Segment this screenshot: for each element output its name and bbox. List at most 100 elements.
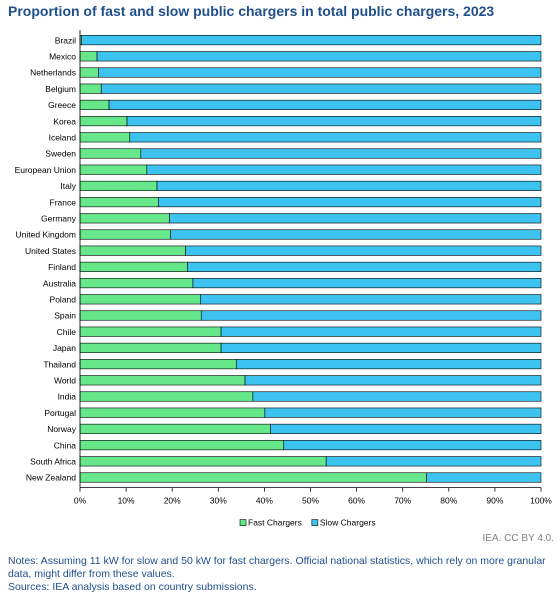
bar-slow <box>169 213 542 224</box>
legend-swatch-fast <box>239 519 247 526</box>
bar-slow <box>325 456 542 467</box>
bar-slow <box>185 245 542 256</box>
bar-slow <box>200 294 542 305</box>
notes-text: Notes: Assuming 11 kW for slow and 50 kW… <box>8 555 546 580</box>
bar-fast <box>79 359 237 370</box>
notes-block: Notes: Assuming 11 kW for slow and 50 kW… <box>8 555 556 594</box>
bar-slow <box>426 472 542 483</box>
bar-slow <box>126 116 542 127</box>
bar-fast <box>79 407 266 418</box>
bar-slow <box>140 148 542 159</box>
x-tick-label: 90% <box>486 496 503 506</box>
x-tick-label: 70% <box>394 496 411 506</box>
x-tick-label: 40% <box>256 496 273 506</box>
category-label: Finland <box>48 262 76 272</box>
category-label: Korea <box>53 116 76 126</box>
bar-slow <box>283 440 542 451</box>
bar-fast <box>79 197 159 208</box>
x-tick-label: 50% <box>302 496 319 506</box>
x-axis: 0% 10% 20% 30% 40% 50% 60% 70% 80% 90% 100% <box>74 30 552 506</box>
bar-slow <box>108 99 542 110</box>
category-label: India <box>58 392 77 402</box>
x-tick-label: 20% <box>164 496 181 506</box>
bar-fast <box>79 67 99 78</box>
legend-label-slow: Slow Chargers <box>320 518 376 528</box>
bar-slow <box>158 197 542 208</box>
x-tick-label: 60% <box>348 496 365 506</box>
bar-fast <box>79 148 142 159</box>
category-label: Japan <box>53 343 76 353</box>
legend-swatch-slow <box>311 519 319 526</box>
category-label: China <box>54 440 76 450</box>
sources-text: Sources: IEA analysis based on country s… <box>8 581 257 593</box>
bar-slow <box>270 423 542 434</box>
category-label: Sweden <box>45 149 76 159</box>
bar-slow <box>220 326 542 337</box>
bar-fast <box>79 180 158 191</box>
bar-fast <box>79 51 98 62</box>
bar-fast <box>79 229 171 240</box>
category-label: Netherlands <box>30 68 76 78</box>
x-tick-label: 0% <box>74 496 87 506</box>
category-label: South Africa <box>30 457 76 467</box>
category-label: France <box>50 197 77 207</box>
category-label: Thailand <box>43 359 76 369</box>
bar-slow <box>100 83 542 94</box>
bar-slow <box>146 164 542 175</box>
category-label: Portugal <box>44 408 76 418</box>
category-label: Italy <box>60 181 76 191</box>
category-label: Iceland <box>49 133 77 143</box>
category-labels: Brazil Mexico Netherlands Belgium Greece Kore… <box>15 35 77 482</box>
category-label: Norway <box>47 424 77 434</box>
x-tick-label: 100% <box>530 496 552 506</box>
bar-slow <box>244 375 542 386</box>
category-label: World <box>54 376 76 386</box>
stacked-bar-chart: Brazil Mexico Netherlands Belgium Greece Kore… <box>15 30 552 528</box>
bar-fast <box>79 456 327 467</box>
bar-slow <box>252 391 542 402</box>
bar-fast <box>79 375 246 386</box>
category-label: Brazil <box>55 35 76 45</box>
bar-fast <box>79 116 128 127</box>
bar-slow <box>220 342 542 353</box>
bar-slow <box>96 51 542 62</box>
category-label: Greece <box>48 100 76 110</box>
bar-fast <box>79 164 148 175</box>
category-label: Germany <box>41 214 77 224</box>
category-label: European Union <box>15 165 77 175</box>
bar-slow <box>235 359 542 370</box>
bar-fast <box>79 99 110 110</box>
category-label: Spain <box>54 311 76 321</box>
bar-slow <box>81 35 542 46</box>
bar-slow <box>264 407 542 418</box>
legend-label-fast: Fast Chargers <box>248 518 302 528</box>
category-label: Belgium <box>45 84 76 94</box>
bar-fast <box>79 310 202 321</box>
bar-slow <box>187 261 542 272</box>
bar-fast <box>79 261 188 272</box>
category-label: New Zealand <box>26 473 76 483</box>
bar-fast <box>79 326 222 337</box>
bar-fast <box>79 245 186 256</box>
legend: Fast Chargers Slow Chargers <box>239 518 376 528</box>
category-label: Poland <box>50 295 77 305</box>
x-tick-label: 10% <box>118 496 135 506</box>
category-label: Mexico <box>49 52 76 62</box>
bar-slow <box>192 278 542 289</box>
x-tick-label: 80% <box>440 496 457 506</box>
bar-slow <box>98 67 542 78</box>
bar-fast <box>79 342 222 353</box>
category-label: United States <box>25 246 76 256</box>
bar-slow <box>200 310 542 321</box>
category-label: United Kingdom <box>16 230 76 240</box>
bar-fast <box>79 391 254 402</box>
bar-fast <box>79 294 201 305</box>
bar-fast <box>79 83 102 94</box>
bar-slow <box>170 229 542 240</box>
bar-fast <box>79 132 131 143</box>
bar-fast <box>79 440 285 451</box>
credit-text: IEA. CC BY 4.0. <box>482 533 554 544</box>
bars-group <box>79 35 542 483</box>
chart-title: Proportion of fast and slow public charg… <box>8 3 495 19</box>
bar-fast <box>79 278 194 289</box>
